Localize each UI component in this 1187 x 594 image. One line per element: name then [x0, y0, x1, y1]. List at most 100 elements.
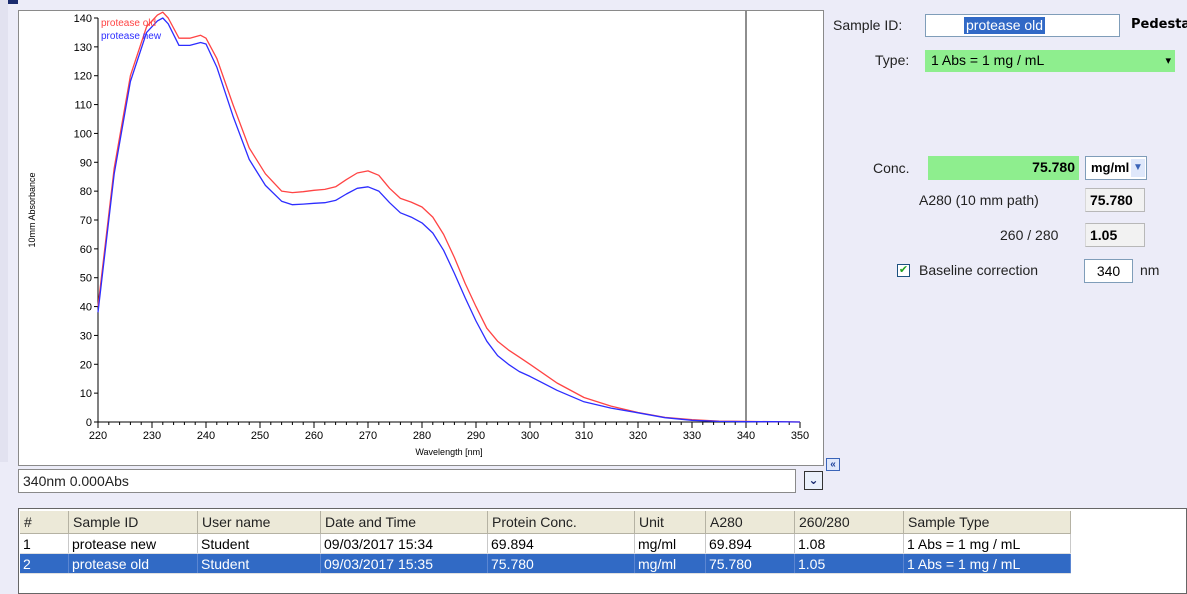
x-tick-label: 280 [413, 430, 431, 442]
y-tick-label: 140 [74, 13, 92, 25]
y-tick-label: 100 [74, 128, 92, 140]
ratio-260-280-value-field: 1.05 [1085, 223, 1145, 247]
table-cell: Student [197, 533, 321, 554]
x-tick-label: 320 [629, 430, 647, 442]
column-header[interactable]: A280 [705, 511, 795, 534]
table-cell: 1 Abs = 1 mg / mL [903, 533, 1071, 554]
column-header[interactable]: 260/280 [794, 511, 904, 534]
ratio-260-280-label: 260 / 280 [1000, 227, 1059, 243]
a280-value: 75.780 [1090, 192, 1133, 208]
series-line-protease-old [97, 11, 801, 423]
column-header[interactable]: Sample Type [903, 511, 1071, 534]
table-cell: protease old [68, 553, 198, 574]
dropdown-arrow-icon[interactable]: ▾ [1165, 55, 1171, 67]
y-tick-label: 110 [74, 100, 92, 112]
conc-value: 75.780 [1032, 159, 1075, 175]
table-cell: mg/ml [634, 533, 706, 554]
type-select-value: 1 Abs = 1 mg / mL [931, 52, 1045, 68]
legend-entry: protease new [101, 31, 162, 42]
y-axis-title: 10mm Absorbance [27, 172, 37, 247]
x-tick-label: 220 [89, 430, 107, 442]
column-header[interactable]: Sample ID [68, 511, 198, 534]
y-tick-label: 0 [86, 417, 92, 429]
chart-axes [97, 18, 800, 423]
column-header[interactable]: # [20, 511, 69, 534]
baseline-unit-label: nm [1140, 262, 1160, 278]
double-chevron-down-icon[interactable]: ⌄ [804, 471, 823, 490]
table-cell: Student [197, 553, 321, 574]
y-tick-label: 10 [80, 388, 92, 400]
type-select[interactable]: 1 Abs = 1 mg / mL ▾ [925, 50, 1175, 72]
a280-label: A280 (10 mm path) [919, 192, 1039, 208]
column-header[interactable]: Protein Conc. [487, 511, 635, 534]
double-chevron-left-icon[interactable]: « [826, 458, 840, 471]
column-header[interactable]: Unit [634, 511, 706, 534]
chart-legend: protease old protease new [101, 18, 162, 42]
y-tick-label: 80 [80, 186, 92, 198]
sample-id-input[interactable]: protease old [925, 14, 1120, 37]
spectrum-chart-svg: 0 10 20 30 40 50 60 70 80 90 100 110 120 130 140 220 230… [27, 11, 810, 457]
x-tick-label: 240 [197, 430, 215, 442]
chevron-down-icon[interactable]: ▼ [1131, 159, 1145, 177]
table-cell: 69.894 [487, 533, 635, 554]
a280-value-field: 75.780 [1085, 188, 1145, 212]
table-cell: 1 Abs = 1 mg / mL [903, 553, 1071, 574]
series-line-protease-new [97, 17, 801, 423]
column-header[interactable]: Date and Time [320, 511, 488, 534]
y-tick-label: 50 [80, 273, 92, 285]
y-tick-label: 20 [80, 359, 92, 371]
table-cell: 09/03/2017 15:34 [320, 533, 488, 554]
measurement-mode-label: Pedestal [1131, 17, 1187, 32]
conc-unit-value: mg/ml [1091, 160, 1130, 175]
results-table-panel: # Sample ID User name Date and Time Protein … [18, 508, 1187, 594]
cursor-readout: 340nm 0.000Abs [18, 469, 796, 493]
baseline-wavelength-input[interactable]: 340 [1084, 259, 1133, 283]
x-tick-label: 250 [251, 430, 269, 442]
conc-label: Conc. [873, 160, 910, 176]
table-cell: 75.780 [487, 553, 635, 574]
x-tick-label: 340 [737, 430, 755, 442]
y-tick-label: 60 [80, 244, 92, 256]
column-header[interactable]: User name [197, 511, 321, 534]
x-tick-label: 230 [143, 430, 161, 442]
spectrum-chart[interactable]: 0 10 20 30 40 50 60 70 80 90 100 110 120 130 140 220 230… [18, 10, 840, 471]
x-tick-label: 310 [575, 430, 593, 442]
table-cell: 2 [20, 553, 69, 574]
table-cell: 1.08 [794, 533, 904, 554]
y-tick-label: 90 [80, 157, 92, 169]
x-tick-label: 290 [467, 430, 485, 442]
x-tick-label: 270 [359, 430, 377, 442]
x-tick-label: 330 [683, 430, 701, 442]
left-margin-strip [0, 0, 8, 462]
table-row[interactable]: 2 protease old Student 09/03/2017 15:35 75.7… [20, 553, 1071, 574]
table-cell: 1.05 [794, 553, 904, 574]
y-tick-label: 120 [74, 71, 92, 83]
table-header-row: # Sample ID User name Date and Time Protein … [20, 511, 1071, 534]
y-tick-label: 70 [80, 215, 92, 227]
results-table: # Sample ID User name Date and Time Protein … [20, 511, 1071, 574]
ratio-260-280-value: 1.05 [1090, 227, 1118, 243]
chart-ticks: 0 10 20 30 40 50 60 70 80 90 100 110 120 130 140 220 230… [74, 13, 810, 442]
table-cell: protease new [68, 533, 198, 554]
conc-unit-select[interactable]: mg/ml ▼ [1085, 156, 1147, 180]
x-tick-label: 300 [521, 430, 539, 442]
table-row[interactable]: 1 protease new Student 09/03/2017 15:34 69.8… [20, 533, 1071, 554]
table-cell: 69.894 [705, 533, 795, 554]
chart-series [97, 11, 801, 423]
table-cell: 1 [20, 533, 69, 554]
y-tick-label: 30 [80, 330, 92, 342]
table-cell: 75.780 [705, 553, 795, 574]
y-tick-label: 40 [80, 302, 92, 314]
sample-id-value: protease old [964, 17, 1046, 34]
table-cell: mg/ml [634, 553, 706, 574]
y-tick-label: 130 [74, 42, 92, 54]
table-cell: 09/03/2017 15:35 [320, 553, 488, 574]
x-axis-title: Wavelength [nm] [415, 447, 482, 457]
x-tick-label: 350 [791, 430, 809, 442]
baseline-correction-label: Baseline correction [919, 262, 1039, 278]
baseline-correction-checkbox[interactable]: ✔ [897, 264, 910, 277]
sample-id-label: Sample ID: [833, 17, 903, 33]
conc-value-field: 75.780 [928, 156, 1079, 180]
x-tick-label: 260 [305, 430, 323, 442]
